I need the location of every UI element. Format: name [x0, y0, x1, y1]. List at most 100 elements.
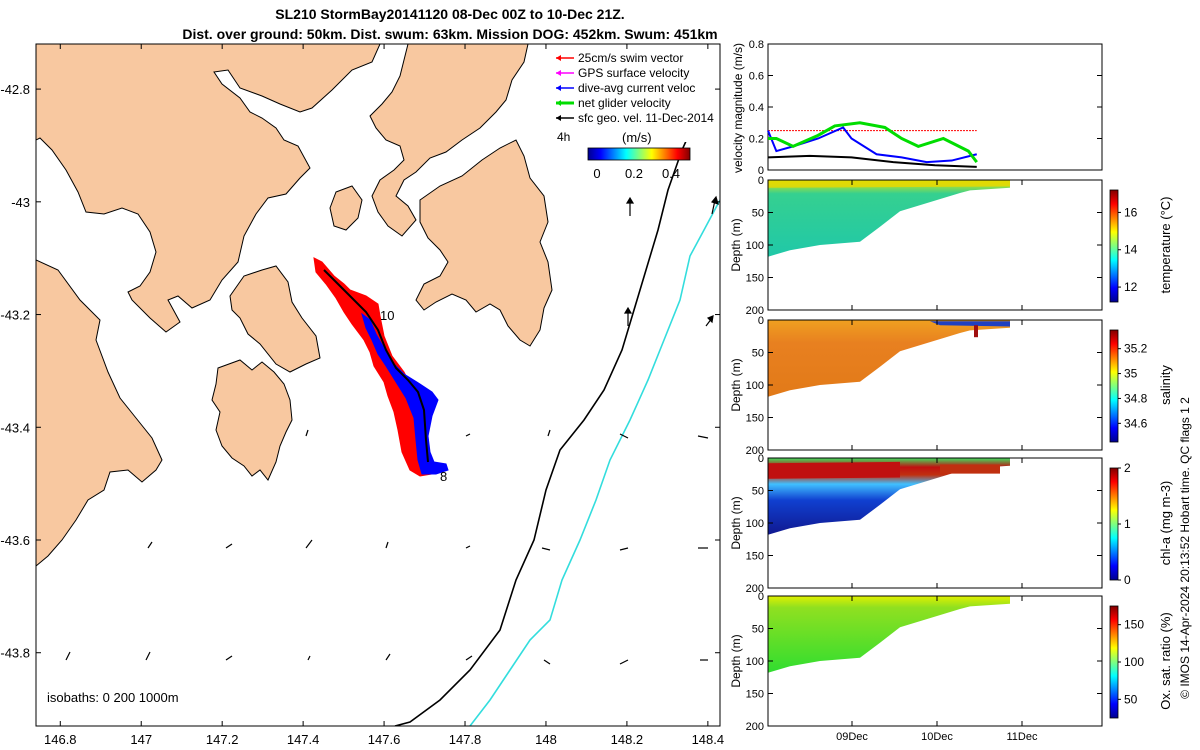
arrow-icon [697, 435, 709, 439]
velocity-ytick-label: 0.8 [749, 39, 764, 51]
section-ytick-label: 200 [746, 721, 764, 733]
section-ytick-label: 200 [746, 305, 764, 317]
arrow-icon [385, 541, 389, 549]
legend-arrow-icon [556, 70, 561, 76]
velocity-panel: 0 0.2 0.4 0.6 0.8 velocity magnitude (m/s) [731, 39, 1103, 177]
map-ytick-label: -43.2 [0, 308, 30, 323]
section-field [768, 320, 1010, 397]
section-ytick-label: 100 [746, 380, 764, 392]
section-surface-layer [768, 181, 1010, 188]
section-panel-1: 0 50 100 150 200 Depth (m) 35.2 35 34.8 34.6 salin… [729, 315, 1173, 457]
isobath-1000m [469, 199, 720, 726]
section-ytick-label: 50 [752, 348, 764, 360]
arrow-icon [623, 306, 633, 326]
section-ytick-label: 100 [746, 240, 764, 252]
colorbar-tick: 0.4 [662, 166, 680, 181]
footer-caption: © IMOS 14-Apr-2024 20:13:52 Hobart time.… [1178, 397, 1192, 699]
track-label-8: 8 [440, 469, 447, 484]
map-xtick-label: 147.4 [287, 732, 320, 747]
map-xtick-label: 147 [130, 732, 152, 747]
map-ytick-label: -43.6 [0, 533, 30, 548]
section-colorbar-tick-label: 50 [1124, 692, 1138, 706]
land-peninsula-center [229, 265, 321, 373]
legend-label: 25cm/s swim vector [578, 51, 683, 65]
arrow-icon [705, 315, 714, 327]
section-chl-max [768, 461, 900, 479]
arrow-icon [307, 655, 311, 661]
section-colorbar-tick-label: 0 [1124, 573, 1131, 587]
colorbar-title: (m/s) [622, 130, 652, 145]
map-ytick-label: -42.8 [0, 82, 30, 97]
chart-subtitle: Dist. over ground: 50km. Dist. swum: 63k… [182, 26, 718, 42]
section-ylabel: Depth (m) [729, 496, 743, 549]
section-ytick-label: 50 [752, 208, 764, 220]
section-colorbar-tick-label: 2 [1124, 461, 1131, 475]
map-frame [35, 43, 721, 727]
arrow-icon [225, 655, 233, 661]
chart-title: SL210 StormBay20141120 08-Dec 00Z to 10-… [275, 6, 625, 22]
section-feature [974, 325, 978, 338]
section-colorbar [1109, 605, 1119, 719]
map-colorbar: (m/s) 0 0.2 0.4 [587, 130, 691, 181]
section-colorbar-tick-label: 14 [1124, 243, 1138, 257]
section-field [768, 596, 1010, 673]
section-ytick-label: 0 [758, 175, 764, 187]
track-label-10: 10 [380, 308, 394, 323]
velocity-ytick-label: 0 [758, 165, 764, 177]
land-peninsula-south [211, 359, 293, 481]
velocity-series-net [768, 121, 978, 164]
isobath-200m [394, 70, 720, 726]
section-ytick-label: 150 [746, 689, 764, 701]
section-ytick-label: 0 [758, 591, 764, 603]
section-colorbar-tick-label: 35 [1124, 367, 1138, 381]
map-axes: 146.8 147 147.2 147.4 147.6 147.8 148 148.2 148.… [0, 44, 724, 747]
arrow-icon [625, 196, 635, 216]
map-xtick-label: 147.2 [206, 732, 239, 747]
arrow-icon [619, 659, 629, 665]
section-ytick-label: 0 [758, 315, 764, 327]
land-northeast [369, 44, 529, 237]
legend-label: sfc geo. vel. 11-Dec-2014 [578, 111, 714, 125]
legend-label: dive-avg current veloc [578, 81, 695, 95]
map-xtick-label: 148.2 [611, 732, 644, 747]
colorbar-tick: 0.2 [625, 166, 643, 181]
velocity-ytick-label: 0.4 [749, 102, 764, 114]
section-ylabel: Depth (m) [729, 218, 743, 271]
time-tick-label: 11Dec [1007, 731, 1038, 743]
time-tick-label: 10Dec [921, 731, 953, 743]
land-west [36, 44, 381, 333]
section-ylabel: Depth (m) [729, 634, 743, 687]
section-ytick-label: 100 [746, 656, 764, 668]
legend-arrow-icon [556, 55, 561, 61]
track-black-net [323, 269, 429, 463]
map-ytick-label: -43.4 [0, 420, 30, 435]
section-colorbar-tick-label: 34.8 [1124, 391, 1148, 405]
section-ytick-label: 200 [746, 445, 764, 457]
arrow-icon [305, 429, 309, 437]
section-ytick-label: 0 [758, 453, 764, 465]
velocity-series-dive-avg [767, 126, 977, 164]
section-colorbar-tick-label: 150 [1124, 618, 1144, 632]
arrow-icon [465, 433, 471, 437]
section-ytick-label: 150 [746, 273, 764, 285]
arrow-icon [385, 653, 391, 661]
legend-arrow-icon [556, 85, 561, 91]
section-colorbar [1109, 467, 1119, 581]
velocity-ylabel: velocity magnitude (m/s) [731, 43, 745, 173]
map-ytick-label: -43.8 [0, 646, 30, 661]
coastline [36, 44, 720, 726]
map-xtick-label: 148 [535, 732, 557, 747]
section-panel-2: 0 50 100 150 200 Depth (m) 2 1 0 chl-a (mg m-3) [729, 453, 1173, 595]
section-ytick-label: 150 [746, 413, 764, 425]
time-tick-label: 09Dec [836, 731, 868, 743]
colorbar-tick: 0 [593, 166, 600, 181]
section-field [768, 180, 1010, 257]
arrow-icon [225, 543, 233, 549]
arrow-icon [145, 651, 151, 661]
land-tasman [415, 139, 553, 347]
velocity-series-sfc [767, 154, 977, 168]
arrow-icon [147, 541, 153, 549]
